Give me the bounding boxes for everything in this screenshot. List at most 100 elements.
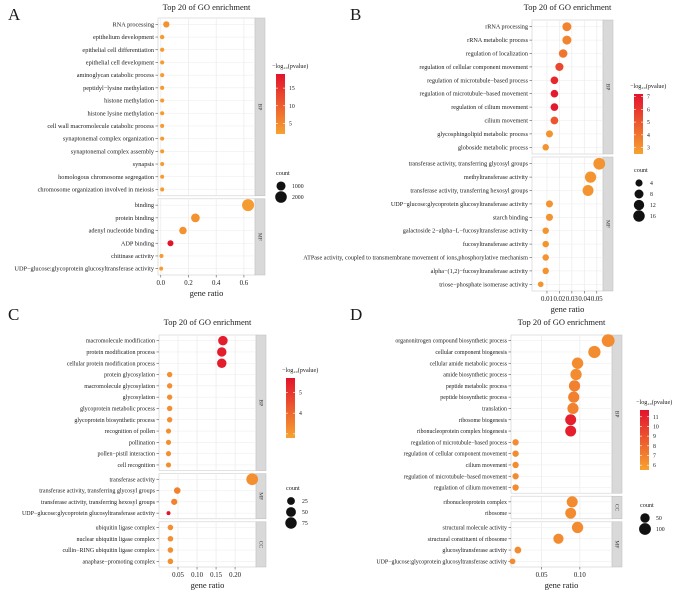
data-point — [601, 334, 615, 348]
data-point — [512, 450, 519, 457]
data-point — [166, 405, 173, 412]
size-legend-title: count — [634, 167, 648, 174]
y-tick-label: regulation of cilium movement — [434, 485, 507, 492]
y-tick-label: adenyl nucleotide binding — [89, 228, 155, 235]
y-tick-label: protein modification process — [86, 349, 155, 356]
y-tick-label: ribonucleoprotein complex biogenesis — [417, 429, 508, 435]
facet-strip-label: BP — [258, 399, 264, 406]
y-tick-label: pollen−pistil interaction — [97, 452, 155, 458]
size-legend-label: 25 — [302, 499, 308, 505]
color-legend-tick-label: 8 — [653, 444, 656, 450]
data-point — [514, 546, 522, 554]
size-legend-point — [287, 497, 295, 505]
size-legend-point — [635, 179, 643, 187]
y-tick-label: cilium movement — [466, 463, 508, 469]
facet-strip — [611, 495, 623, 520]
color-legend-tick-label: 5 — [299, 390, 302, 396]
data-point — [593, 157, 606, 170]
y-tick-label: starch binding — [493, 214, 528, 221]
facet-strip-label: BP — [614, 411, 620, 418]
data-point — [558, 49, 568, 58]
panel-letter: B — [350, 5, 361, 24]
y-tick-label: UDP−glucose:glycoprotein glucosyltransfe… — [376, 558, 507, 565]
data-point — [160, 123, 165, 128]
data-point — [160, 187, 165, 192]
facet-strip — [602, 156, 614, 292]
facet-strip — [611, 334, 623, 494]
color-legend-tick-label: 9 — [653, 434, 656, 440]
y-tick-label: structural molecule activity — [443, 525, 508, 531]
data-point — [242, 199, 255, 212]
data-point — [167, 240, 174, 247]
data-point — [173, 487, 181, 494]
data-point — [553, 533, 564, 544]
x-tick-label: 0.0 — [157, 280, 166, 287]
facet-strip — [602, 19, 614, 155]
x-tick-label: 0.2 — [184, 280, 193, 287]
data-point — [167, 524, 174, 531]
y-tick-label: peptidyl−lysine methylation — [83, 85, 155, 92]
data-point — [542, 240, 549, 248]
y-tick-label: glycosylation — [123, 395, 155, 401]
data-point — [537, 281, 544, 288]
data-point — [160, 149, 165, 154]
x-tick-label: 0.05 — [591, 296, 603, 303]
x-axis-label: gene ratio — [551, 304, 585, 314]
x-tick-label: 0.6 — [240, 280, 249, 287]
data-point — [568, 380, 581, 392]
x-tick-label: 0.4 — [212, 280, 221, 287]
data-point — [570, 368, 582, 381]
data-point — [160, 85, 165, 90]
data-point — [160, 98, 165, 103]
facet-strip-label: BP — [257, 104, 263, 111]
size-legend-label: 50 — [656, 516, 662, 522]
y-tick-label: transferase activity, transferring glyco… — [39, 488, 155, 495]
color-legend-tick-label: 6 — [653, 463, 656, 469]
size-legend-title: count — [276, 170, 290, 177]
y-tick-label: protein binding — [115, 215, 155, 222]
size-legend-label: 100 — [656, 527, 665, 533]
data-point — [567, 402, 579, 415]
size-legend-label: 50 — [302, 510, 308, 516]
y-tick-label: ribosome biogenesis — [459, 418, 508, 424]
y-tick-label: transferase activity, transferring hexos… — [41, 499, 156, 506]
x-tick-label: 0.10 — [574, 572, 586, 579]
y-tick-label: organonitrogen compound biosynthetic pro… — [395, 339, 507, 345]
data-point — [542, 267, 549, 275]
y-tick-label: glucosyltransferase activity — [442, 547, 507, 554]
y-tick-label: methyltransferase activity — [464, 174, 529, 181]
facet-panel-mf — [157, 198, 256, 276]
y-tick-label: macromolecule modification — [86, 338, 155, 345]
size-legend-label: 1000 — [292, 184, 304, 190]
size-legend-label: 4 — [650, 181, 653, 187]
data-point — [512, 461, 519, 469]
data-point — [166, 511, 171, 516]
color-legend-tick-label: 10 — [289, 104, 295, 110]
data-point — [167, 547, 174, 553]
size-legend-label: 8 — [650, 192, 653, 198]
y-tick-label: cilium movement — [485, 118, 529, 125]
color-legend-title: −log₁₀(pvalue) — [630, 83, 666, 90]
facet-strip-label: MF — [605, 220, 611, 228]
y-tick-label: ribonucleoprotein complex — [443, 500, 507, 506]
color-legend-tick-label: 15 — [289, 86, 295, 92]
x-tick-label: 0.20 — [229, 572, 241, 579]
color-legend-tick-label: 6 — [647, 107, 650, 113]
y-tick-label: regulation of cellular component movemen… — [419, 64, 528, 71]
y-tick-label: transferase activity, transferring hexos… — [410, 188, 528, 195]
panel-letter: A — [8, 5, 21, 24]
data-point — [584, 171, 597, 183]
color-legend-tick-label: 10 — [653, 424, 659, 430]
data-point — [160, 136, 165, 141]
y-tick-label: alpha−(1,2)−fucosyltransferase activity — [431, 268, 529, 275]
color-legend-title: −log₁₀(pvalue) — [272, 63, 308, 70]
size-legend-point — [639, 523, 651, 535]
y-tick-label: structural constituent of ribosome — [428, 536, 508, 543]
data-point — [512, 484, 519, 491]
data-point — [160, 111, 165, 116]
y-tick-label: cellular amide metabolic process — [430, 361, 508, 367]
x-tick-label: 0.04 — [578, 296, 590, 303]
y-tick-label: UDP−glucose:glycoprotein glucosyltransfe… — [22, 510, 155, 517]
x-tick-label: 0.15 — [210, 572, 222, 579]
